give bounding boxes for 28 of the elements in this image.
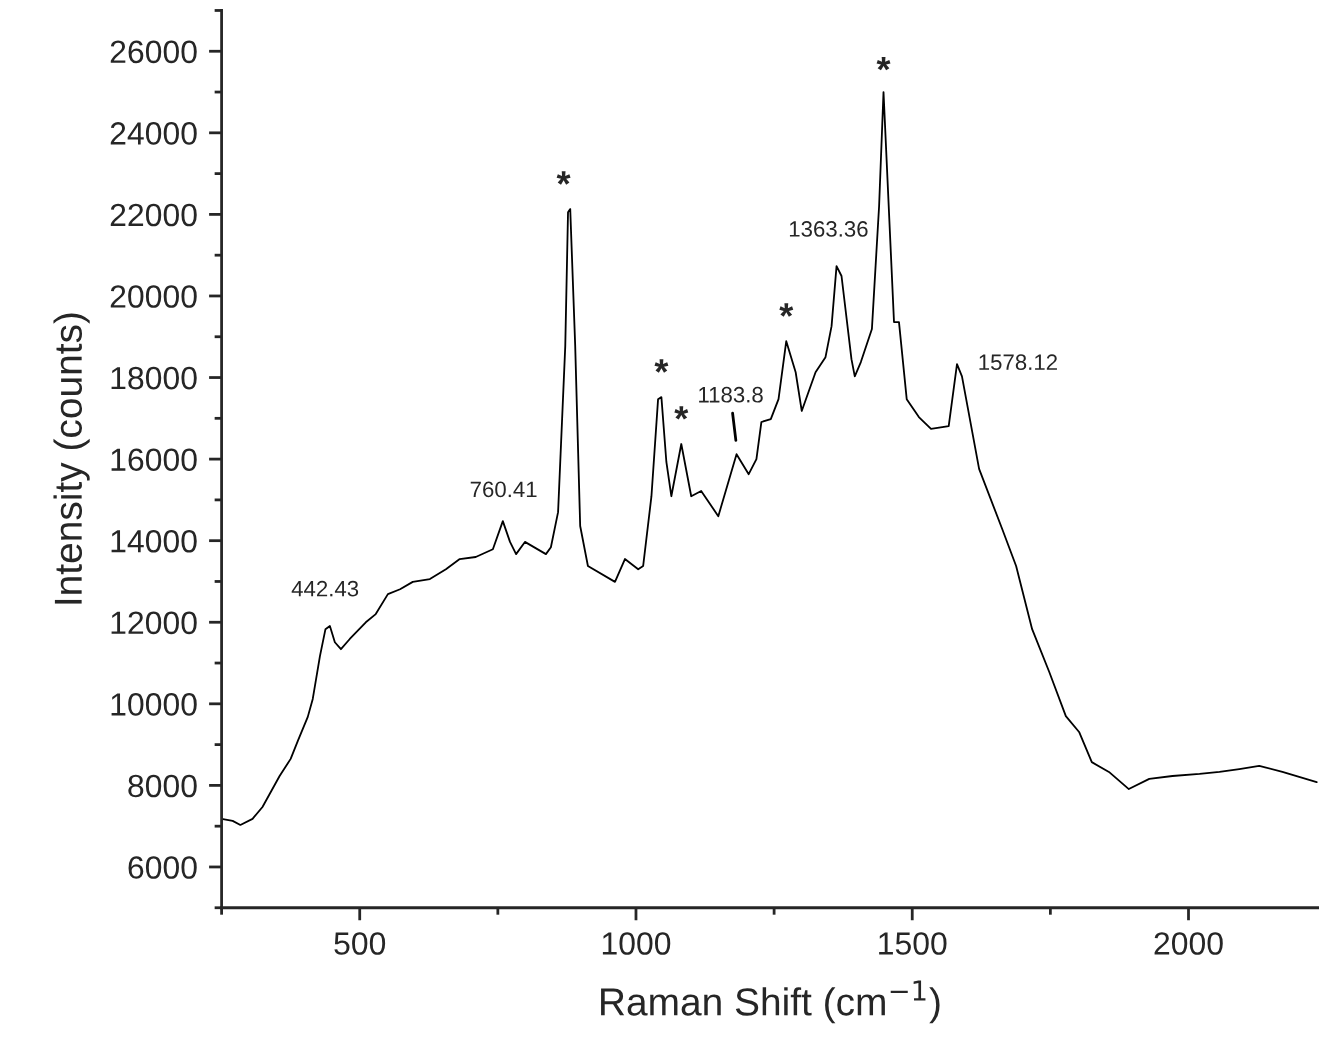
x-tick-label: 500 <box>334 932 386 955</box>
annotation: * <box>876 56 891 71</box>
y-tick-label: 8000 <box>128 774 197 798</box>
annotation: 442.43 <box>291 580 359 597</box>
annotation: * <box>654 359 669 373</box>
x-tick-label: 1000 <box>602 932 671 955</box>
y-tick-label: 24000 <box>110 122 197 145</box>
annotation: 1183.8 <box>699 386 763 403</box>
y-tick-label: 26000 <box>110 40 197 64</box>
annotation: * <box>556 171 571 185</box>
y-tick-label: 16000 <box>111 448 197 471</box>
x-tick-label: 1500 <box>879 932 947 955</box>
annotation: 1578.12 <box>979 354 1057 371</box>
x-axis-title: Raman Shift (cm$^{−1}$) <box>601 980 940 1024</box>
y-tick-label: 20000 <box>110 285 197 308</box>
annotation: 1363.36 <box>789 221 868 237</box>
y-tick-label: 12000 <box>111 611 197 635</box>
y-tick-label: 10000 <box>111 693 197 716</box>
annotation: * <box>674 406 689 420</box>
y-tick-label: 6000 <box>128 856 197 879</box>
annotation: * <box>779 303 794 317</box>
y-tick-label: 14000 <box>111 529 197 553</box>
x-tick-label: 2000 <box>1154 932 1223 955</box>
y-tick-label: 18000 <box>111 366 197 390</box>
annotation: 760.41 <box>470 481 537 498</box>
line-series <box>221 91 1318 826</box>
y-axis-title: Intensity (counts) <box>53 313 90 604</box>
y-tick-label: 22000 <box>110 203 197 227</box>
